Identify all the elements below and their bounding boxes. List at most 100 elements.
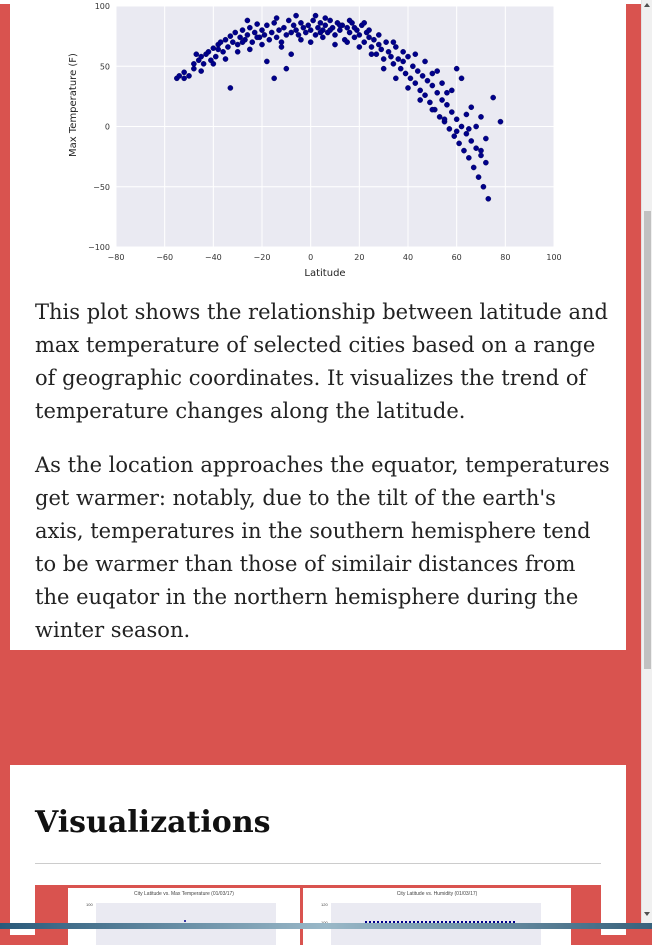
data-point xyxy=(281,24,287,31)
thumbnail-tick: 100 xyxy=(86,902,93,907)
data-point xyxy=(298,20,304,26)
data-point xyxy=(361,39,368,45)
data-point xyxy=(191,61,197,67)
data-point xyxy=(483,159,489,166)
data-point xyxy=(278,39,285,45)
data-point xyxy=(259,41,265,48)
x-tick-label: −40 xyxy=(205,253,222,262)
data-point xyxy=(410,63,416,70)
data-point xyxy=(337,22,343,29)
data-point xyxy=(473,123,479,130)
visualizations-heading: Visualizations xyxy=(35,805,271,840)
taskbar-edge xyxy=(0,923,652,929)
data-point xyxy=(468,104,475,111)
data-point xyxy=(295,32,302,38)
data-point xyxy=(483,135,489,142)
data-point xyxy=(247,24,253,31)
data-point xyxy=(288,29,294,36)
data-point xyxy=(293,27,299,33)
data-point xyxy=(356,32,363,38)
data-point xyxy=(468,138,475,144)
data-point xyxy=(234,48,241,55)
data-point xyxy=(448,87,455,94)
data-point xyxy=(351,34,358,41)
data-point xyxy=(271,20,277,26)
data-point xyxy=(264,22,270,29)
data-point xyxy=(293,12,299,19)
data-point xyxy=(405,85,411,91)
data-point xyxy=(283,32,290,38)
data-point xyxy=(429,82,436,89)
data-point xyxy=(251,29,258,36)
data-point xyxy=(273,34,280,41)
data-point xyxy=(212,53,219,60)
data-point xyxy=(305,22,312,29)
data-point xyxy=(229,39,236,45)
data-point xyxy=(317,20,324,26)
x-tick-label: 40 xyxy=(403,253,413,262)
data-point xyxy=(453,128,460,135)
data-point xyxy=(429,106,436,113)
data-point xyxy=(332,32,338,38)
data-point xyxy=(181,69,187,76)
data-point xyxy=(288,51,294,58)
data-point xyxy=(186,73,192,79)
data-point xyxy=(444,102,450,108)
data-point xyxy=(385,48,392,55)
data-point xyxy=(312,12,319,19)
scroll-down-arrow-icon[interactable] xyxy=(644,912,650,916)
data-point xyxy=(307,27,314,33)
data-point xyxy=(490,94,496,101)
data-point xyxy=(198,68,204,74)
data-point xyxy=(300,24,307,31)
data-point xyxy=(407,75,414,82)
data-point xyxy=(453,116,460,123)
data-point xyxy=(312,32,319,38)
data-point xyxy=(271,75,277,82)
data-point xyxy=(344,24,350,31)
plot-analysis: As the location approaches the equator, … xyxy=(35,453,610,642)
data-point xyxy=(220,48,226,55)
data-point xyxy=(390,39,397,45)
scrollbar-thumb[interactable] xyxy=(644,211,651,669)
data-point xyxy=(458,75,465,82)
thumbnail-tick: 120 xyxy=(321,902,328,907)
data-point xyxy=(278,44,285,50)
heading-divider xyxy=(35,863,601,864)
data-point xyxy=(461,147,467,154)
data-point xyxy=(307,39,314,45)
visualization-thumbnail-temperature[interactable]: City Latitude vs. Max Temperature (01/03… xyxy=(35,885,333,945)
data-point xyxy=(327,17,333,24)
scroll-up-arrow-icon[interactable] xyxy=(644,3,650,7)
plot-description: This plot shows the relationship between… xyxy=(35,300,608,423)
data-point xyxy=(222,56,229,62)
data-point xyxy=(356,44,363,50)
data-point xyxy=(320,34,326,41)
data-point xyxy=(448,109,455,115)
data-point xyxy=(480,183,487,190)
data-point xyxy=(417,97,423,103)
data-point xyxy=(485,195,492,202)
data-point xyxy=(322,15,329,21)
y-tick-labels: −100 −50 0 50 100 xyxy=(88,2,110,252)
data-point xyxy=(176,73,183,79)
visualization-thumbnail-humidity[interactable]: City Latitude vs. Humidity (01/03/17) 12… xyxy=(303,885,601,945)
x-tick-label: −60 xyxy=(156,253,173,262)
data-point xyxy=(254,21,260,27)
data-point xyxy=(337,27,343,33)
data-point xyxy=(380,65,387,72)
data-point xyxy=(315,24,321,31)
data-point xyxy=(405,53,411,60)
data-point xyxy=(390,61,397,67)
data-point xyxy=(429,70,436,77)
data-point xyxy=(290,22,297,29)
data-point xyxy=(198,53,204,60)
data-point xyxy=(298,36,304,43)
data-point xyxy=(427,99,433,106)
data-point xyxy=(466,126,472,132)
thumbnail-image: City Latitude vs. Max Temperature (01/03… xyxy=(68,888,300,945)
data-point xyxy=(378,46,385,53)
vertical-scrollbar[interactable] xyxy=(641,0,652,929)
data-point xyxy=(439,80,445,86)
data-point xyxy=(463,130,470,137)
